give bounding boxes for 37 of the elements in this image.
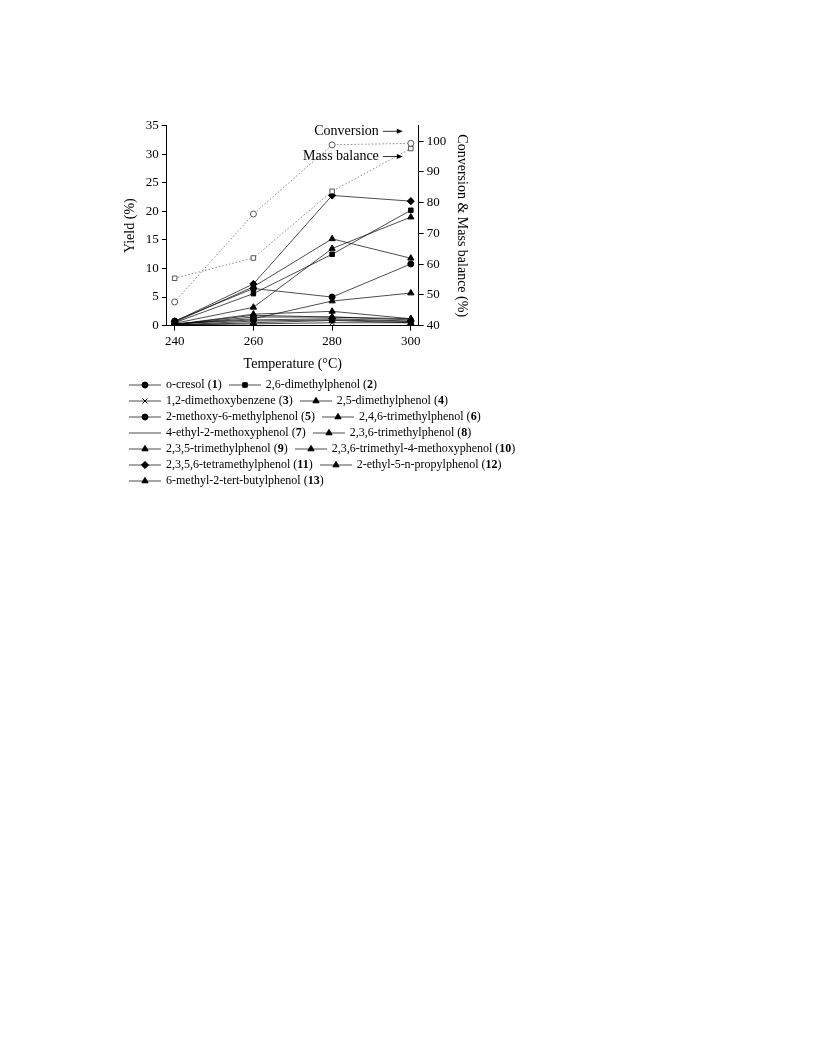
y-tick-label: 20 [145,202,159,218]
legend-label: 2,5-dimethylphenol (4) [336,393,448,408]
x-tick-label: 240 [164,332,185,348]
y-tick-label: 0 [152,317,159,333]
legend-label: 6-methyl-2-tert-butylphenol (13) [166,473,324,488]
y-tick-label: 25 [145,174,159,190]
legend-label: 4-ethyl-2-methoxyphenol (7) [166,425,306,440]
y-axis-title: Yield (%) [122,197,139,254]
y2-tick-label: 60 [426,255,440,271]
legend-label: 2,3,6-trimethylphenol (8) [349,425,472,440]
y2-tick-label: 100 [426,132,447,148]
y2-tick-label: 70 [426,224,440,240]
y-tick-label: 10 [145,259,159,275]
legend-label: 2-methoxy-6-methylphenol (5) [166,409,315,424]
y2-tick-label: 90 [426,163,440,179]
y-tick-label: 5 [152,288,159,304]
legend-label: 2,3,5-trimethylphenol (9) [166,441,288,456]
y2-tick-label: 80 [426,194,440,210]
legend-label: 1,2-dimethoxybenzene (3) [166,393,293,408]
y-tick-label: 15 [145,231,159,247]
legend-label: 2,3,6-trimethyl-4-methoxyphenol (10) [331,441,516,456]
x-tick-label: 260 [243,332,264,348]
x-tick-label: 280 [322,332,342,348]
series-label: Mass balance [303,148,379,164]
y-tick-label: 35 [145,117,159,133]
legend-label: 2,4,6-trimethylphenol (6) [358,409,481,424]
legend-label: 2,6-dimethylphenol (2) [265,377,377,392]
legend-label: o-cresol (1) [166,377,222,392]
legend-label: 2,3,5,6-tetramethylphenol (11) [166,457,313,472]
x-tick-label: 300 [401,332,421,348]
y2-axis-title: Conversion & Mass balance (%) [453,134,470,318]
y-tick-label: 30 [145,145,159,161]
x-axis-title: Temperature (°C) [243,356,343,373]
series-label: Conversion [314,122,379,138]
y2-tick-label: 50 [426,286,440,302]
y2-tick-label: 40 [426,317,440,333]
legend-label: 2-ethyl-5-n-propylphenol (12) [356,457,502,472]
